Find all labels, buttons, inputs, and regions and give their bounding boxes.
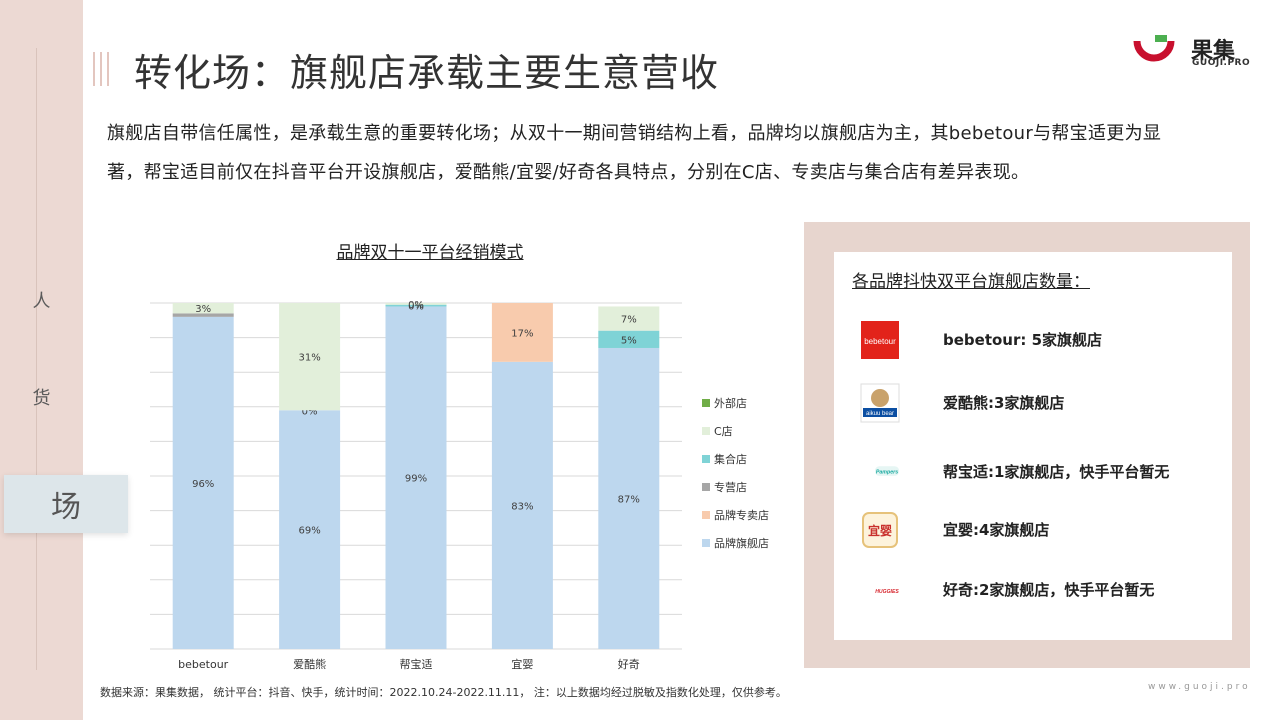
data-label: 3% — [195, 304, 211, 315]
legend-label: 专营店 — [714, 480, 747, 494]
data-label: 96% — [192, 479, 214, 490]
bar-segment — [385, 304, 447, 307]
bar-segment — [172, 316, 234, 649]
yiying-logo-icon: 宜婴 — [860, 510, 900, 550]
legend-label: 品牌专卖店 — [714, 508, 769, 522]
legend-swatch — [702, 455, 710, 463]
legend-swatch — [702, 539, 710, 547]
store-row-yiying: 宜婴 宜婴:4家旗舰店 — [860, 510, 1220, 550]
bar-segment — [598, 306, 660, 331]
data-label: 99% — [405, 474, 427, 485]
aikuu-bear-logo-icon: aikuu bear — [860, 383, 900, 423]
nav-item-people[interactable]: 人 — [32, 291, 51, 312]
logo-subtitle: GUOJI.PRO — [1192, 58, 1251, 68]
store-row-huggies: HUGGIES 好奇:2家旗舰店，快手平台暂无 — [860, 570, 1220, 610]
data-label: 0% — [302, 406, 318, 417]
nav-item-goods[interactable]: 货 — [32, 388, 51, 409]
store-text-bebetour: bebetour: 5家旗舰店 — [943, 331, 1103, 349]
store-text-yiying: 宜婴:4家旗舰店 — [943, 521, 1050, 539]
bar-segment — [279, 410, 341, 649]
store-text-aikuu: 爱酷熊:3家旗舰店 — [943, 394, 1065, 412]
legend-swatch — [702, 427, 710, 435]
huggies-logo-icon: HUGGIES — [860, 570, 900, 610]
guoji-logo-icon — [1133, 35, 1175, 62]
logo-name: 果集 — [1191, 39, 1236, 64]
page-title: 转化场：旗舰店承载主要生意营收 — [134, 51, 720, 95]
footer-note: 数据来源：果集数据， 统计平台：抖音、快手，统计时间：2022.10.24-20… — [100, 686, 787, 699]
legend-swatch — [702, 511, 710, 519]
svg-text:HUGGIES: HUGGIES — [875, 589, 899, 595]
bar-segment — [172, 313, 234, 317]
legend-label: 品牌旗舰店 — [714, 536, 769, 550]
data-label: 7% — [621, 315, 637, 326]
x-tick-label: 爱酷熊 — [293, 657, 326, 671]
svg-text:Pampers: Pampers — [876, 469, 898, 475]
store-count-card — [834, 252, 1232, 640]
bar-segment — [491, 303, 553, 362]
intro-paragraph: 旗舰店自带信任属性，是承载生意的重要转化场；从双十一期间营销结构上看，品牌均以旗… — [107, 123, 1162, 183]
nav-item-scene-active[interactable]: 场 — [4, 475, 128, 533]
legend-label: C店 — [714, 424, 733, 438]
title-decoration — [93, 52, 113, 86]
store-text-pampers: 帮宝适:1家旗舰店，快手平台暂无 — [943, 463, 1170, 481]
x-tick-label: 帮宝适 — [400, 657, 433, 671]
chart-title: 品牌双十一平台经销模式 — [336, 243, 524, 263]
svg-text:宜婴: 宜婴 — [868, 523, 892, 538]
bar-segment — [385, 306, 447, 649]
store-row-bebetour: bebetour bebetour: 5家旗舰店 — [860, 320, 1220, 360]
bar-segment — [385, 303, 447, 305]
pampers-logo-icon: Pampers — [860, 452, 900, 492]
data-label: 5% — [621, 335, 637, 346]
store-count-title: 各品牌抖快双平台旗舰店数量： — [852, 272, 1090, 292]
data-label: 0% — [408, 300, 424, 311]
data-label: 0% — [408, 302, 424, 313]
data-label: 83% — [511, 501, 533, 512]
sidebar-divider — [36, 48, 37, 670]
legend-swatch — [702, 483, 710, 491]
svg-text:aikuu bear: aikuu bear — [866, 411, 894, 417]
x-tick-label: 宜婴 — [511, 657, 533, 671]
x-tick-label: bebetour — [178, 658, 229, 671]
bar-segment — [279, 303, 341, 411]
bar-segment — [172, 303, 234, 314]
svg-text:bebetour: bebetour — [864, 337, 896, 346]
store-row-pampers: Pampers 帮宝适:1家旗舰店，快手平台暂无 — [860, 452, 1220, 492]
bebetour-logo-icon: bebetour — [860, 320, 900, 360]
legend-swatch — [702, 399, 710, 407]
store-text-huggies: 好奇:2家旗舰店，快手平台暂无 — [943, 581, 1155, 599]
sidebar — [0, 0, 83, 720]
bar-segment — [598, 330, 660, 348]
legend-label: 集合店 — [714, 452, 747, 466]
bar-segment — [598, 347, 660, 649]
store-row-aikuu: aikuu bear 爱酷熊:3家旗舰店 — [860, 383, 1220, 423]
data-label: 69% — [298, 526, 320, 537]
x-tick-label: 好奇 — [618, 657, 640, 671]
data-label: 87% — [618, 494, 640, 505]
bar-segment — [491, 361, 553, 649]
footer-url[interactable]: www.guoji.pro — [1148, 682, 1251, 692]
legend-label: 外部店 — [714, 396, 747, 410]
data-label: 17% — [511, 328, 533, 339]
data-label: 31% — [298, 353, 320, 364]
